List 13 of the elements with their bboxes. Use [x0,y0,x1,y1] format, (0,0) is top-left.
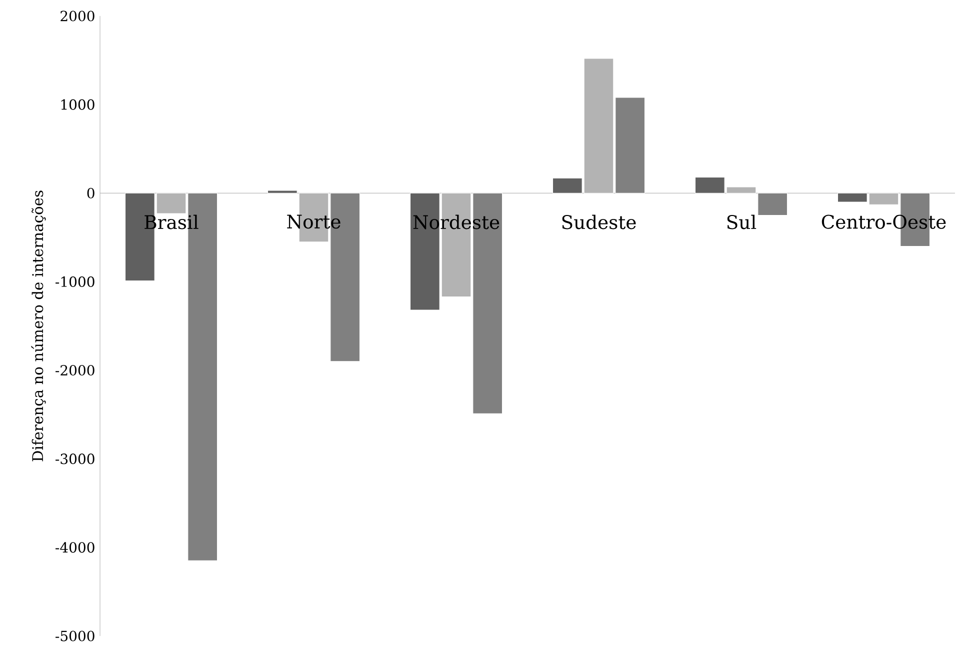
x-tick-label: Sul [727,214,756,230]
x-tick-label: Sudeste [562,214,636,230]
y-tick-label: -3000 [56,454,94,464]
x-tick-label: Norte [287,214,340,229]
y-tick-label: -1000 [56,276,94,287]
y-tick-label: -4000 [56,542,94,553]
y-tick-label: -5000 [56,630,94,642]
y-tick-label: 0 [87,188,94,198]
x-tick-label: Centro-Oeste [822,214,946,229]
y-tick-label: -2000 [56,364,94,376]
y-tick-label: 2000 [60,10,94,22]
y-axis-title: Diferença no número de internações [31,190,46,462]
y-tick-label: 1000 [61,99,94,110]
